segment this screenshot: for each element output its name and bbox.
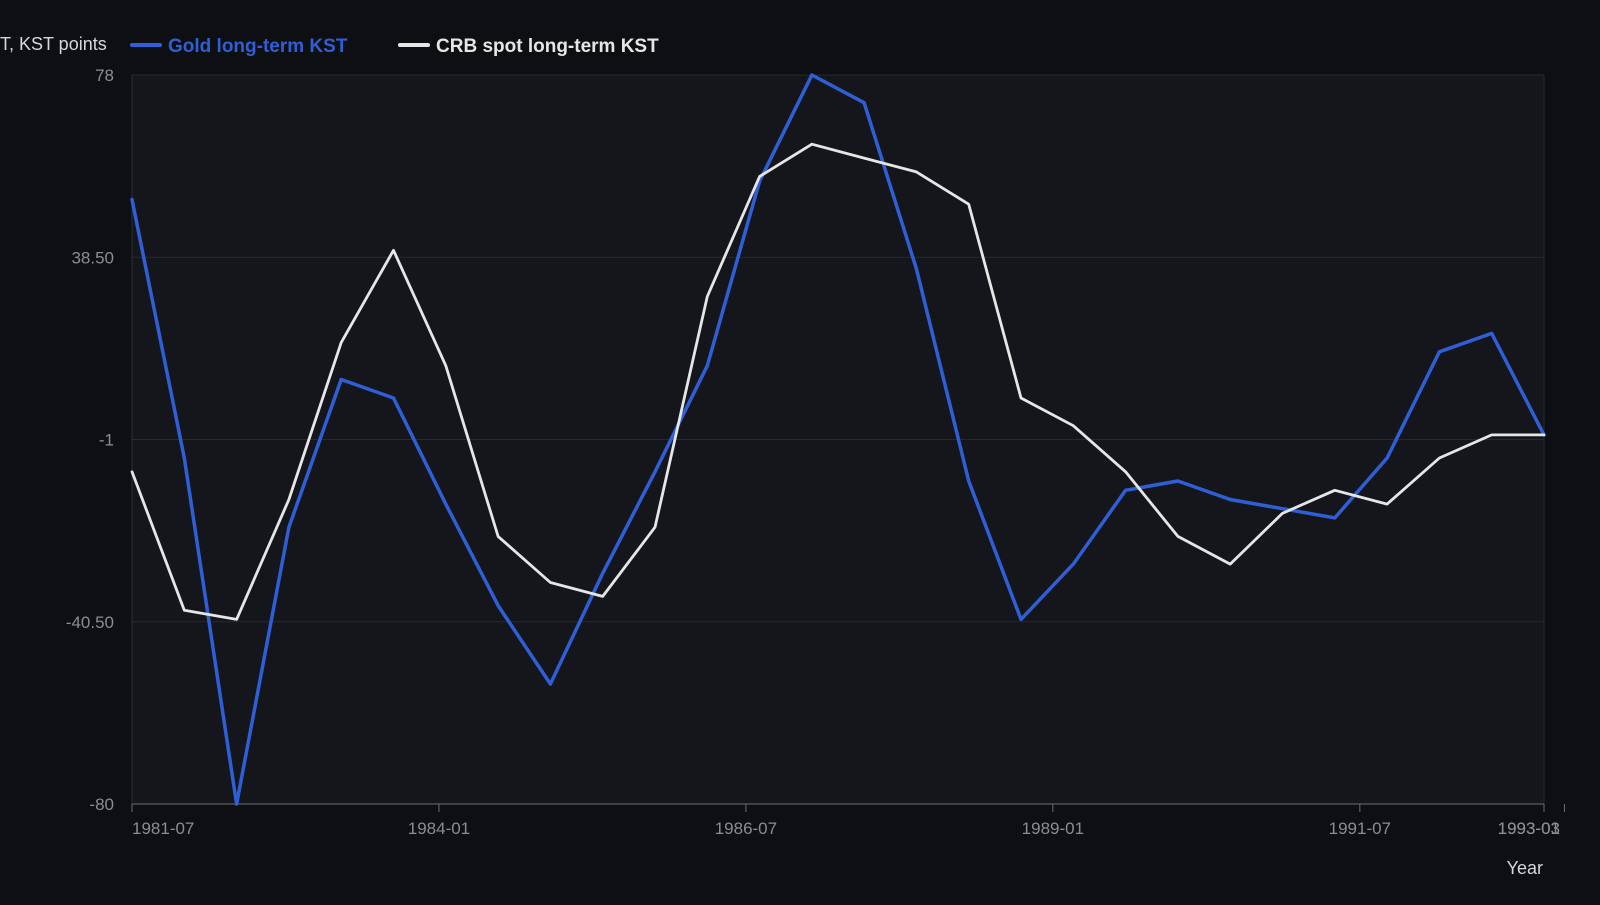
y-tick-label: 38.50	[71, 248, 114, 267]
y-tick-label: 78	[95, 66, 114, 85]
x-tick-label: 1989-01	[1022, 819, 1084, 838]
y-tick-label: -40.50	[66, 613, 114, 632]
series-line-gold-kst	[130, 73, 1546, 806]
x-tick-label: 1981-07	[132, 819, 194, 838]
series-lines	[130, 73, 1546, 806]
x-axis: 1981-07 1984-01 1986-07 1989-01 1991-07 1993-…	[131, 75, 1565, 838]
x-tick-label: 1986-07	[715, 819, 777, 838]
y-tick-label: -80	[89, 795, 114, 814]
x-tick-label: 1993-03	[1498, 819, 1560, 838]
y-axis-title: T, KST points	[0, 34, 107, 54]
legend-label-1: CRB spot long-term KST	[436, 36, 659, 57]
y-axis-ticks: 78 38.50 -1 -40.50 -80	[66, 66, 114, 814]
series-line-crb-spot-kst	[130, 142, 1546, 621]
grid-lines	[132, 74, 1545, 805]
x-tick-label: 1984-01	[408, 819, 470, 838]
x-axis-title: Year	[1507, 858, 1543, 878]
x-tick-label: 1991-07	[1329, 819, 1391, 838]
legend: Gold long-term KST CRB spot long-term KST	[130, 36, 659, 57]
y-tick-label: -1	[99, 431, 114, 450]
x-tick-label: 1993-01	[1498, 819, 1560, 838]
legend-label-0: Gold long-term KST	[168, 36, 348, 57]
